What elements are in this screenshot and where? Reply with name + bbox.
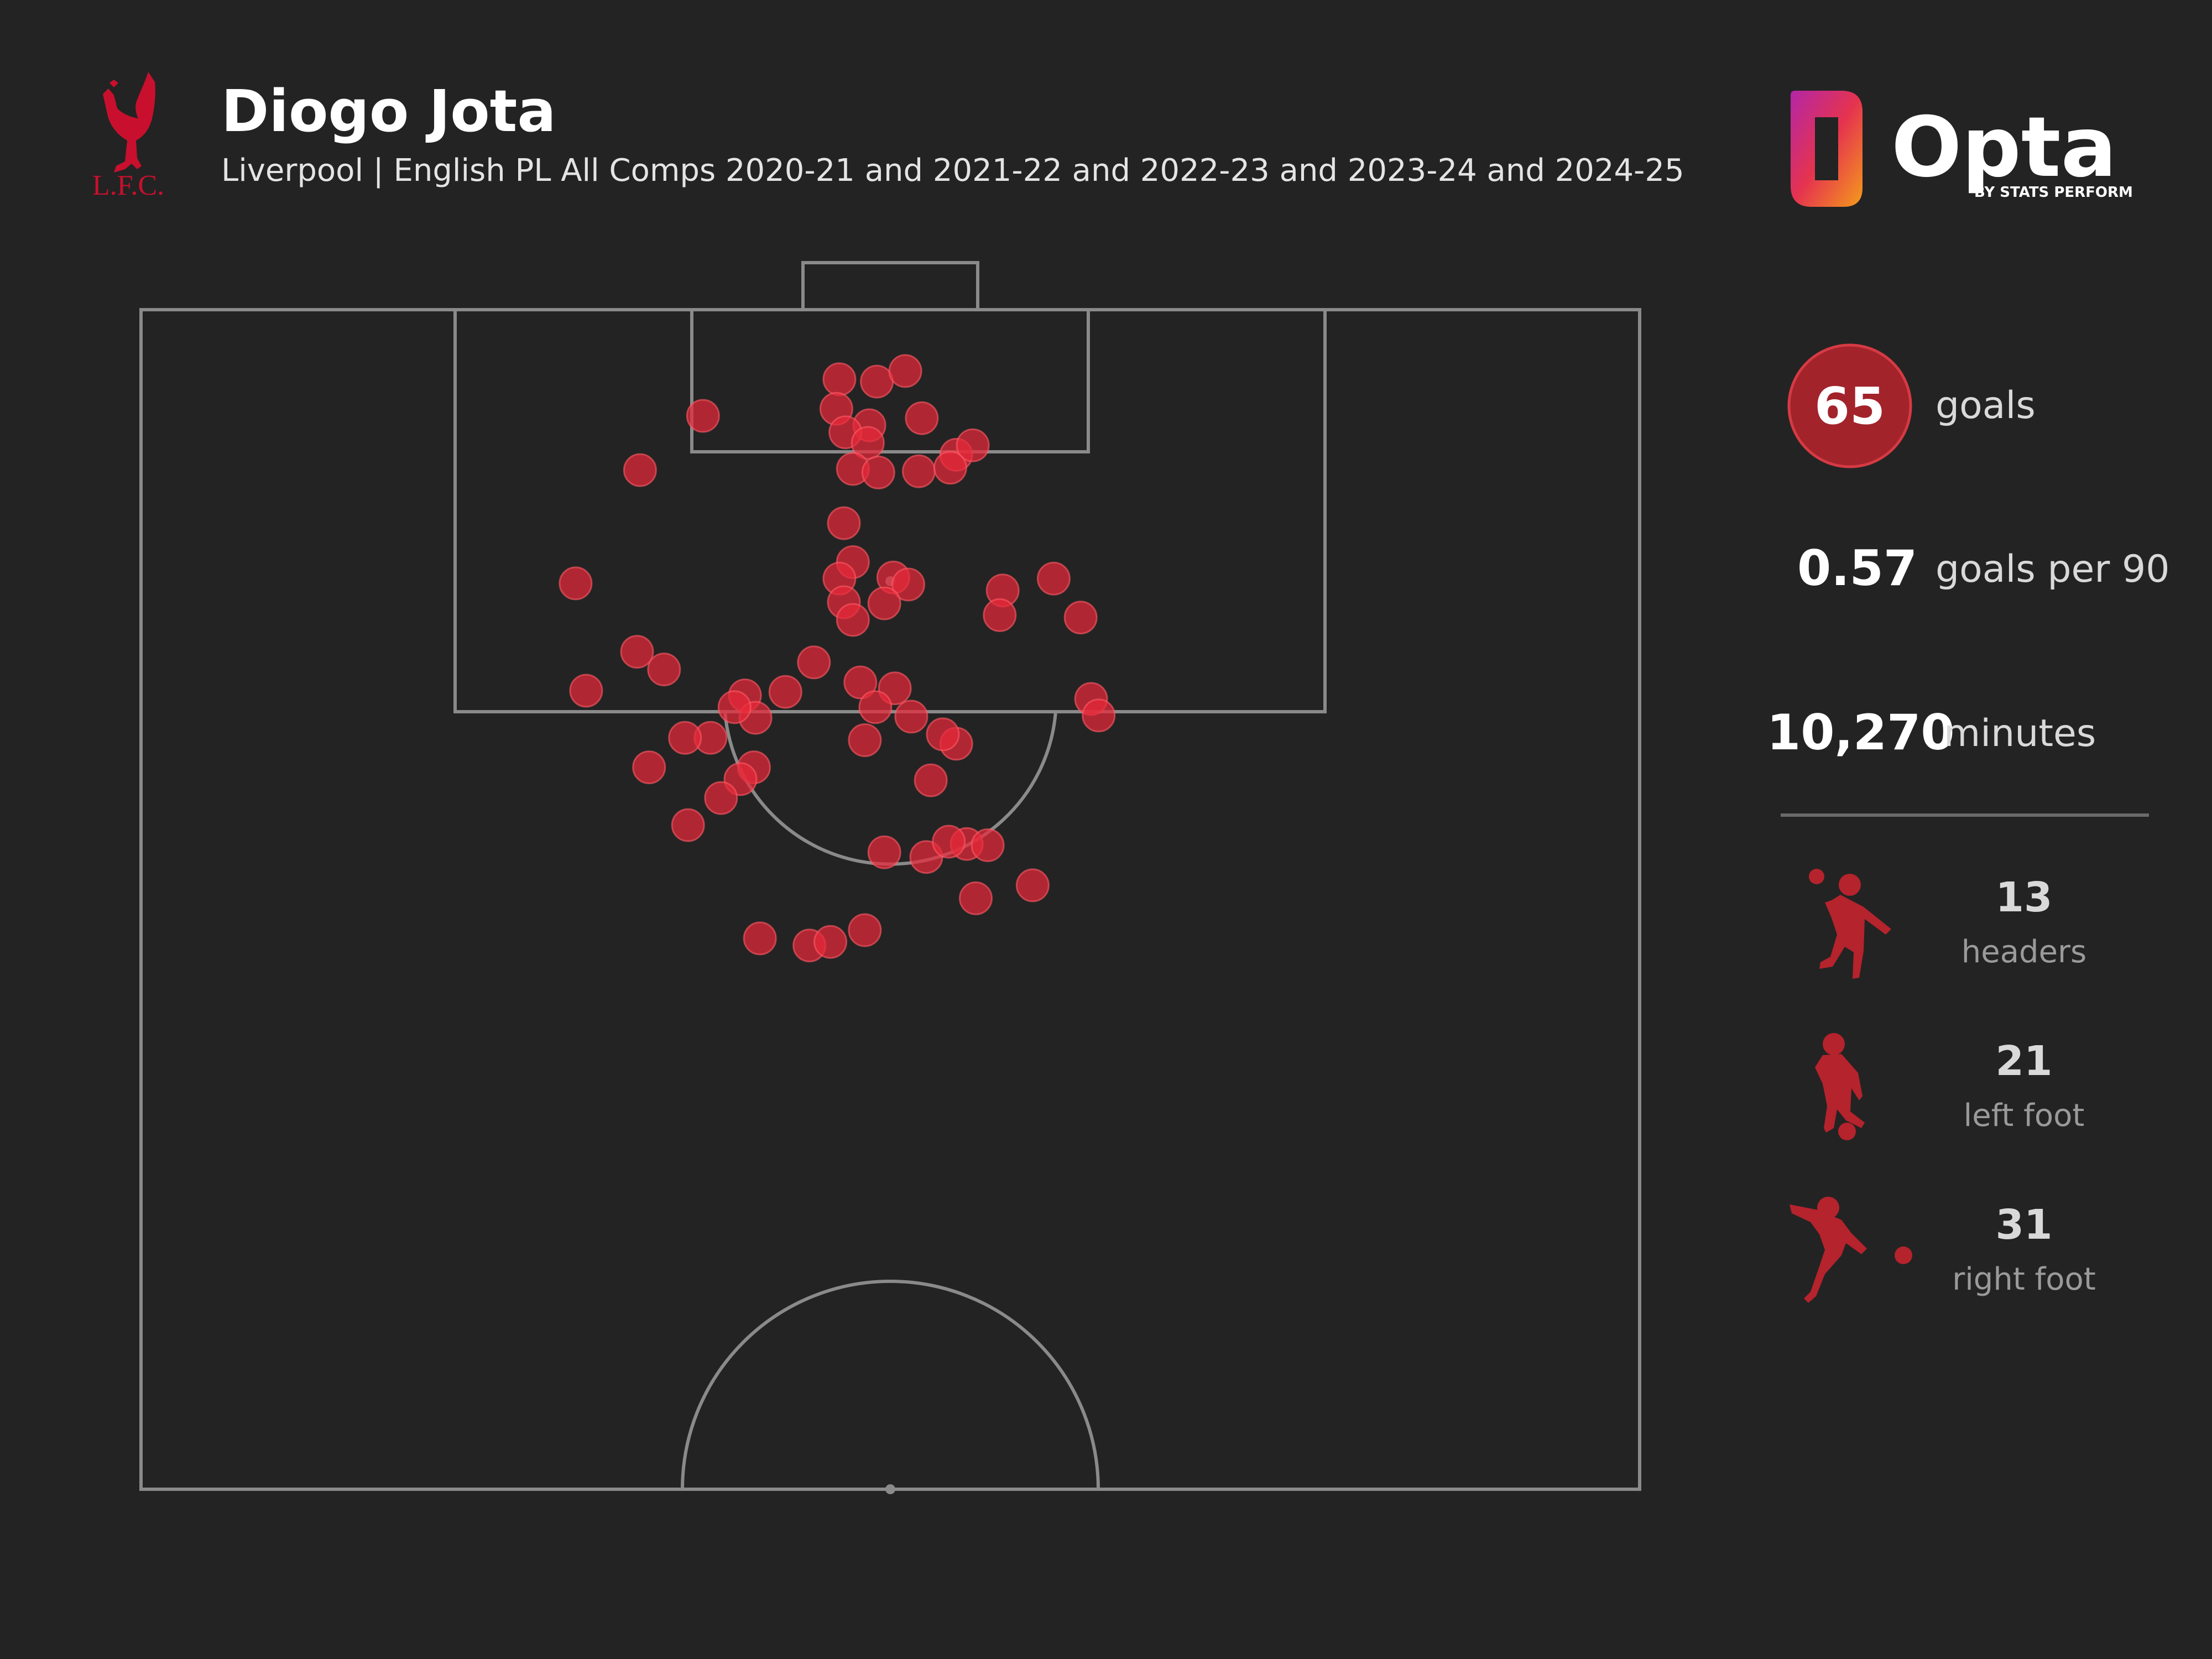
left-foot-label: left foot (1964, 1098, 2085, 1134)
goal-marker (623, 453, 657, 487)
opta-mark-icon (1791, 91, 1863, 207)
goal-marker (668, 721, 702, 755)
goal-marker (647, 653, 681, 687)
center-spot (885, 1484, 895, 1494)
goal-marker (1036, 561, 1071, 596)
goal-marker (914, 763, 948, 797)
goal-marker (848, 723, 882, 757)
goal-marker (1082, 698, 1116, 733)
goal-marker (559, 566, 593, 601)
goals-label: goals (1936, 384, 2036, 427)
goal-marker (797, 645, 831, 680)
goal-marker (860, 364, 894, 399)
goal-marker (926, 717, 960, 752)
goal-marker (851, 426, 885, 460)
opta-logo-text: Opta (1891, 100, 2117, 196)
goal-marker (891, 567, 925, 602)
goal (801, 261, 979, 311)
goal-marker (848, 913, 882, 947)
goal-marker (569, 674, 603, 708)
goal-marker (888, 354, 922, 388)
pitch (139, 261, 1641, 1491)
goal-marker (620, 635, 654, 669)
goals-per-90-label: goals per 90 (1936, 547, 2169, 591)
goal-marker (867, 586, 901, 620)
goal-marker (827, 506, 861, 540)
goal-marker (1015, 868, 1050, 902)
goal-marker (971, 828, 1005, 862)
goals-value: 65 (1814, 377, 1885, 436)
liverbird-logo: L.F.C. (92, 72, 164, 201)
goal-marker (836, 603, 870, 637)
center-circle (681, 1280, 1100, 1490)
goal-marker (858, 690, 893, 724)
six-yard-box (690, 308, 1090, 453)
player-name: Diogo Jota (221, 77, 556, 145)
stats-panel: 65 goals 0.57 goals per 90 10,270 minute… (1767, 343, 2169, 1303)
opta-logo: Opta BY STATS PERFORM (1791, 91, 2133, 207)
goal-marker (813, 925, 848, 959)
club-crest-text: L.F.C. (92, 170, 164, 201)
goal-marker (932, 825, 966, 859)
goal-marker (902, 454, 936, 488)
goals-badge (1787, 343, 1912, 468)
goal-marker (861, 455, 895, 489)
goal-marker (822, 362, 857, 397)
goal-marker (1063, 601, 1098, 635)
header-player-icon (1809, 869, 1891, 979)
opta-logo-tagline: BY STATS PERFORM (1974, 184, 2133, 201)
left-foot-value: 21 (1996, 1037, 2053, 1085)
goal-marker (959, 881, 993, 915)
left-foot-player-icon (1815, 1033, 1865, 1140)
goal-marker (768, 675, 802, 709)
headers-label: headers (1961, 934, 2086, 970)
goals-per-90-value: 0.57 (1797, 540, 1917, 597)
goal-marker (843, 665, 878, 700)
goal-marker (743, 921, 777, 956)
goal-marker (983, 598, 1017, 632)
right-foot-value: 31 (1996, 1201, 2053, 1249)
goal-marker (671, 808, 705, 842)
goal-marker (933, 451, 967, 485)
goal-marker (632, 750, 666, 785)
goal-markers (559, 354, 1116, 963)
chart-subtitle: Liverpool | English PL All Comps 2020-21… (221, 153, 1684, 189)
goal-marker (956, 428, 990, 462)
minutes-value: 10,270 (1767, 704, 1955, 761)
goal-marker (704, 781, 738, 815)
headers-value: 13 (1996, 874, 2053, 921)
right-foot-player-icon (1790, 1197, 1912, 1303)
pitch-outline (139, 308, 1641, 1491)
goal-marker (686, 399, 720, 433)
goal-marker (894, 700, 928, 734)
minutes-label: minutes (1944, 712, 2096, 755)
goal-marker (717, 690, 752, 724)
goal-marker (867, 835, 901, 869)
goal-marker (905, 401, 939, 435)
right-foot-label: right foot (1952, 1261, 2096, 1297)
